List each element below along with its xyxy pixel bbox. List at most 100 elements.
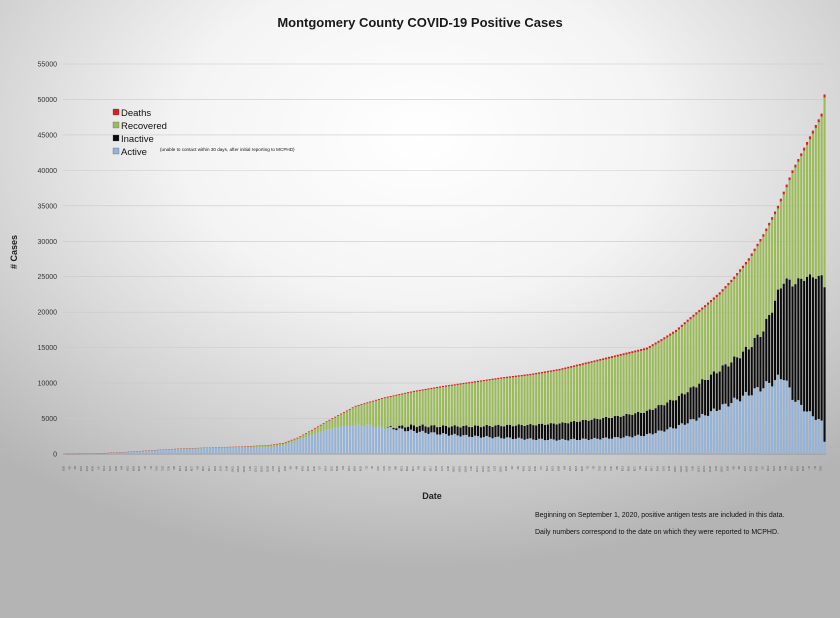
bar-deaths: [444, 385, 448, 387]
bar-active: [450, 434, 453, 454]
bar-recovered: [273, 444, 276, 447]
bar-recovered: [532, 374, 535, 426]
bar-recovered: [762, 236, 765, 332]
bar-deaths: [468, 382, 471, 384]
bar-recovered: [628, 353, 631, 415]
bar-recovered: [500, 378, 503, 427]
bar-recovered: [395, 395, 398, 429]
bar-recovered: [520, 376, 523, 426]
bar-active: [622, 437, 625, 454]
bar-recovered: [555, 370, 558, 425]
x-tick-label: 9/17: [650, 465, 654, 471]
bar-deaths: [631, 351, 634, 354]
bar-deaths: [701, 307, 704, 310]
x-tick-label: 6/4: [120, 465, 124, 469]
bar-deaths: [584, 362, 587, 365]
bar-recovered: [808, 139, 812, 275]
bar-recovered: [538, 373, 541, 424]
bar-deaths: [415, 390, 418, 392]
bar-deaths: [497, 377, 500, 380]
bar-deaths: [503, 377, 506, 379]
bar-deaths: [733, 276, 736, 280]
bar-deaths: [523, 374, 526, 376]
bar-deaths: [302, 434, 305, 436]
bar-deaths: [308, 431, 311, 433]
bar-inactive: [814, 278, 817, 420]
bar-deaths: [628, 351, 631, 354]
bar-recovered: [360, 404, 363, 427]
x-tick-label: 7/16: [819, 465, 823, 471]
bar-deaths: [383, 397, 386, 399]
bar-inactive: [578, 421, 581, 440]
bar-inactive: [415, 427, 418, 433]
bar-recovered: [226, 447, 229, 448]
bar-inactive: [596, 418, 599, 439]
x-tick-label: 9/3: [195, 465, 199, 469]
bar-recovered: [648, 347, 651, 410]
bar-recovered: [488, 380, 491, 426]
bar-recovered: [243, 446, 247, 448]
bar-recovered: [605, 359, 608, 417]
bar-active: [398, 428, 401, 454]
bar-inactive: [561, 422, 564, 439]
bar-active: [567, 440, 570, 454]
bar-recovered: [392, 396, 395, 428]
bar-recovered: [459, 384, 462, 428]
bar-deaths: [689, 317, 692, 320]
bar-active: [575, 439, 579, 454]
bar-deaths: [293, 438, 296, 440]
bar-deaths: [762, 234, 765, 237]
bar-inactive: [715, 373, 718, 411]
bar-inactive: [587, 420, 590, 440]
bar-deaths: [270, 444, 273, 446]
bar-deaths: [267, 445, 270, 446]
bar-active: [270, 446, 273, 454]
bar-active: [500, 438, 503, 454]
bar-recovered: [791, 173, 794, 287]
bar-recovered: [811, 133, 814, 278]
x-tick-label: 6/11: [790, 465, 794, 470]
x-tick-label: 11/19: [481, 465, 485, 472]
bar-recovered: [258, 446, 261, 448]
bar-active: [549, 438, 552, 454]
bar-inactive: [753, 337, 756, 389]
x-tick-label: 11/12: [254, 465, 258, 472]
bar-inactive: [762, 331, 765, 389]
bar-deaths: [313, 428, 316, 429]
bar-recovered: [302, 435, 305, 439]
x-tick-label: 4/16: [300, 465, 304, 471]
bar-active: [590, 439, 593, 454]
bar-recovered: [255, 446, 258, 448]
bar-inactive: [465, 425, 468, 435]
bar-active: [715, 410, 718, 454]
bar-active: [561, 438, 564, 454]
x-tick-label: 5/7: [539, 465, 543, 469]
bar-inactive: [686, 392, 689, 424]
bar-inactive: [808, 274, 812, 412]
bar-inactive: [823, 287, 826, 442]
bar-recovered: [293, 439, 296, 442]
bar-inactive: [573, 421, 576, 439]
bar-active: [645, 434, 648, 454]
bar-active: [325, 429, 328, 454]
bar-active: [118, 452, 121, 454]
y-tick-label: 30000: [38, 239, 58, 246]
bar-inactive: [631, 415, 634, 438]
bar-active: [491, 438, 494, 454]
bar-active: [508, 437, 512, 454]
bar-recovered: [581, 364, 584, 420]
bar-recovered: [602, 360, 605, 418]
bar-inactive: [698, 383, 701, 418]
bar-inactive: [491, 426, 494, 439]
bar-active: [558, 439, 561, 454]
bar-inactive: [776, 289, 779, 375]
bar-deaths: [555, 369, 558, 371]
x-tick-label: 5/28: [778, 465, 782, 471]
bar-recovered: [491, 380, 494, 427]
x-tick-label: 10/1: [440, 465, 444, 471]
bar-active: [724, 403, 727, 454]
y-tick-label: 50000: [38, 97, 58, 104]
bar-deaths: [669, 333, 672, 336]
y-tick-label: 35000: [38, 203, 58, 210]
x-tick-label: 5/21: [772, 465, 776, 471]
